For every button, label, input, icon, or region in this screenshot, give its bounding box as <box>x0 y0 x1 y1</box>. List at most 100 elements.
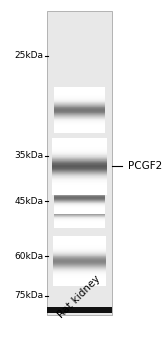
Bar <box>54 197 105 198</box>
Bar <box>54 123 105 124</box>
Bar <box>54 184 105 185</box>
Bar <box>54 104 105 105</box>
Bar <box>53 281 106 282</box>
Bar <box>53 275 106 276</box>
Bar <box>54 105 105 106</box>
Bar <box>54 195 105 196</box>
Bar <box>54 211 105 212</box>
Bar <box>52 157 107 158</box>
Bar <box>54 186 105 187</box>
Bar <box>53 246 106 247</box>
Bar <box>54 203 105 204</box>
Bar <box>54 197 105 198</box>
Bar <box>54 100 105 101</box>
Bar <box>52 158 107 159</box>
Bar <box>53 262 106 263</box>
Bar <box>54 210 105 211</box>
Bar <box>54 197 105 198</box>
Bar <box>53 248 106 249</box>
Bar <box>54 215 105 216</box>
Bar <box>54 92 105 93</box>
Bar <box>54 115 105 116</box>
Bar <box>52 155 107 156</box>
Bar <box>54 108 105 109</box>
Bar <box>54 196 105 197</box>
Bar <box>54 218 105 219</box>
Bar <box>54 122 105 123</box>
Bar <box>54 101 105 102</box>
Bar <box>52 184 107 185</box>
Bar <box>52 163 107 164</box>
Bar <box>54 118 105 119</box>
Bar <box>54 222 105 223</box>
Bar <box>52 181 107 182</box>
Bar <box>52 173 107 174</box>
Bar <box>52 171 107 172</box>
Bar <box>54 205 105 206</box>
Bar <box>54 197 105 198</box>
Bar <box>53 282 106 283</box>
Bar <box>52 140 107 141</box>
Bar <box>52 189 107 190</box>
Bar <box>53 284 106 285</box>
Bar <box>54 185 105 186</box>
Bar <box>53 276 106 277</box>
Bar <box>54 98 105 99</box>
Bar <box>54 118 105 119</box>
Bar <box>52 178 107 179</box>
Bar <box>53 243 106 244</box>
Bar <box>53 242 106 243</box>
Bar <box>54 192 105 193</box>
Bar <box>54 207 105 208</box>
Bar <box>53 270 106 271</box>
Bar <box>54 206 105 207</box>
Bar <box>54 117 105 118</box>
Bar <box>52 193 107 194</box>
Bar <box>53 236 106 237</box>
Bar <box>54 226 105 227</box>
Bar <box>54 199 105 200</box>
Bar <box>54 110 105 111</box>
Bar <box>54 209 105 210</box>
Bar <box>52 143 107 144</box>
Bar <box>52 144 107 145</box>
Bar <box>53 244 106 245</box>
Bar <box>52 165 107 166</box>
Bar <box>54 116 105 117</box>
Bar <box>52 156 107 157</box>
Bar <box>54 103 105 104</box>
Bar <box>52 152 107 153</box>
Bar <box>54 126 105 127</box>
Bar <box>53 274 106 275</box>
Bar <box>52 174 107 175</box>
Bar <box>53 278 106 279</box>
Bar <box>54 201 105 202</box>
Text: PCGF2: PCGF2 <box>128 161 162 171</box>
Bar <box>53 271 106 272</box>
Bar <box>52 164 107 165</box>
Bar <box>52 179 107 180</box>
Bar <box>54 221 105 222</box>
Bar <box>53 255 106 256</box>
Bar <box>52 192 107 193</box>
Bar <box>52 138 107 139</box>
Bar <box>54 201 105 202</box>
Bar <box>53 239 106 240</box>
Bar <box>54 120 105 121</box>
Bar <box>53 250 106 251</box>
Text: 25kDa: 25kDa <box>15 51 44 61</box>
Bar <box>54 196 105 197</box>
Bar <box>54 96 105 97</box>
Bar <box>53 244 106 245</box>
Bar <box>54 224 105 225</box>
Bar <box>52 193 107 194</box>
Bar <box>54 132 105 133</box>
Bar <box>54 207 105 208</box>
Bar <box>54 193 105 194</box>
Bar <box>52 149 107 150</box>
Bar <box>54 90 105 91</box>
Bar <box>54 196 105 197</box>
Bar <box>54 91 105 92</box>
Bar <box>54 113 105 114</box>
Bar <box>54 101 105 102</box>
